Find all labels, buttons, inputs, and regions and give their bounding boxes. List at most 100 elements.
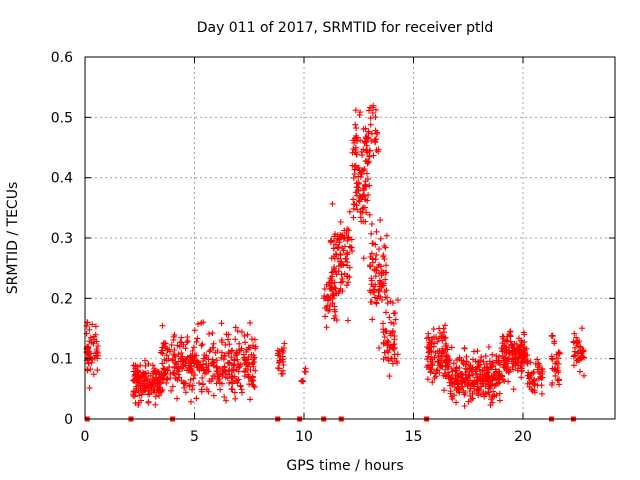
data-point — [549, 332, 556, 339]
data-point — [572, 352, 578, 359]
data-point — [252, 367, 259, 374]
data-point — [475, 385, 482, 392]
data-point — [85, 343, 92, 350]
data-point — [189, 386, 196, 393]
data-point — [448, 365, 455, 372]
data-point — [496, 353, 503, 360]
data-point — [423, 335, 430, 342]
data-point — [181, 384, 188, 391]
data-point — [325, 297, 332, 304]
data-point — [187, 366, 193, 373]
data-point — [441, 329, 448, 336]
data-point — [439, 345, 446, 352]
data-point — [483, 360, 490, 367]
data-point — [371, 294, 378, 301]
data-point — [456, 364, 463, 371]
data-point — [385, 339, 392, 346]
data-point — [477, 371, 484, 378]
y-tick-label: 0.6 — [51, 50, 73, 66]
data-point — [461, 345, 468, 352]
data-point — [159, 387, 166, 394]
data-point — [146, 378, 153, 385]
data-point — [133, 373, 140, 379]
data-point — [206, 348, 213, 355]
data-point — [367, 254, 374, 260]
data-point — [445, 369, 452, 376]
data-point — [524, 352, 531, 359]
data-point — [434, 338, 441, 345]
data-point — [332, 312, 339, 319]
data-point — [217, 365, 224, 372]
data-point — [162, 340, 169, 347]
data-point — [232, 336, 239, 343]
data-point — [554, 377, 561, 384]
data-point — [571, 330, 578, 337]
data-point — [467, 385, 474, 392]
data-point — [245, 354, 252, 360]
data-point — [203, 352, 210, 359]
data-point — [518, 368, 525, 375]
data-point — [428, 354, 435, 361]
data-point — [519, 339, 526, 346]
data-point — [180, 341, 187, 348]
data-point — [247, 396, 254, 403]
data-point — [443, 354, 450, 361]
x-tick-label: 10 — [295, 429, 313, 445]
data-point — [193, 395, 200, 402]
data-point — [387, 298, 394, 305]
data-point — [161, 371, 168, 377]
y-tick-label: 0 — [64, 412, 73, 428]
data-point — [240, 351, 247, 358]
data-point — [372, 106, 379, 113]
data-point — [390, 310, 397, 317]
data-point — [369, 240, 376, 247]
data-point — [132, 362, 139, 369]
data-point — [299, 377, 306, 384]
data-point — [320, 295, 327, 302]
data-point — [301, 368, 308, 375]
data-point — [205, 388, 212, 395]
data-point — [435, 335, 442, 342]
data-point — [337, 262, 344, 269]
data-point — [440, 333, 447, 340]
data-point — [486, 366, 493, 373]
data-point — [361, 166, 368, 173]
data-point — [506, 368, 513, 375]
data-point — [518, 352, 525, 359]
data-point — [174, 395, 180, 402]
y-tick-label: 0.5 — [51, 110, 73, 126]
data-point — [369, 104, 375, 111]
data-point — [280, 362, 287, 368]
data-point — [236, 340, 243, 347]
data-point — [496, 379, 503, 386]
data-point — [427, 369, 434, 376]
data-point — [458, 383, 465, 390]
data-point — [228, 362, 235, 368]
data-point — [485, 344, 492, 350]
data-point — [338, 279, 344, 286]
data-point — [438, 363, 445, 370]
data-point — [234, 328, 241, 335]
data-point — [178, 334, 185, 341]
data-point — [188, 398, 194, 405]
data-point — [178, 363, 185, 370]
y-axis-title: SRMTID / TECUs — [5, 182, 21, 295]
data-point — [466, 373, 473, 380]
data-point — [170, 336, 177, 343]
data-point — [504, 338, 511, 345]
data-point — [153, 389, 160, 396]
data-point — [436, 325, 443, 332]
data-point — [140, 370, 147, 377]
data-point — [229, 347, 236, 354]
data-point — [86, 384, 93, 391]
ticks-layer: 0 5 10 15 20 0 0.1 0.2 0.3 0.4 0.5 0.6 — [51, 50, 615, 445]
data-point — [152, 393, 159, 400]
data-point — [229, 386, 236, 393]
data-point — [87, 334, 94, 341]
data-point — [453, 378, 460, 384]
data-point — [331, 279, 338, 286]
data-point — [329, 200, 336, 207]
data-point — [350, 214, 357, 221]
data-point — [178, 350, 185, 356]
data-point — [553, 367, 560, 374]
